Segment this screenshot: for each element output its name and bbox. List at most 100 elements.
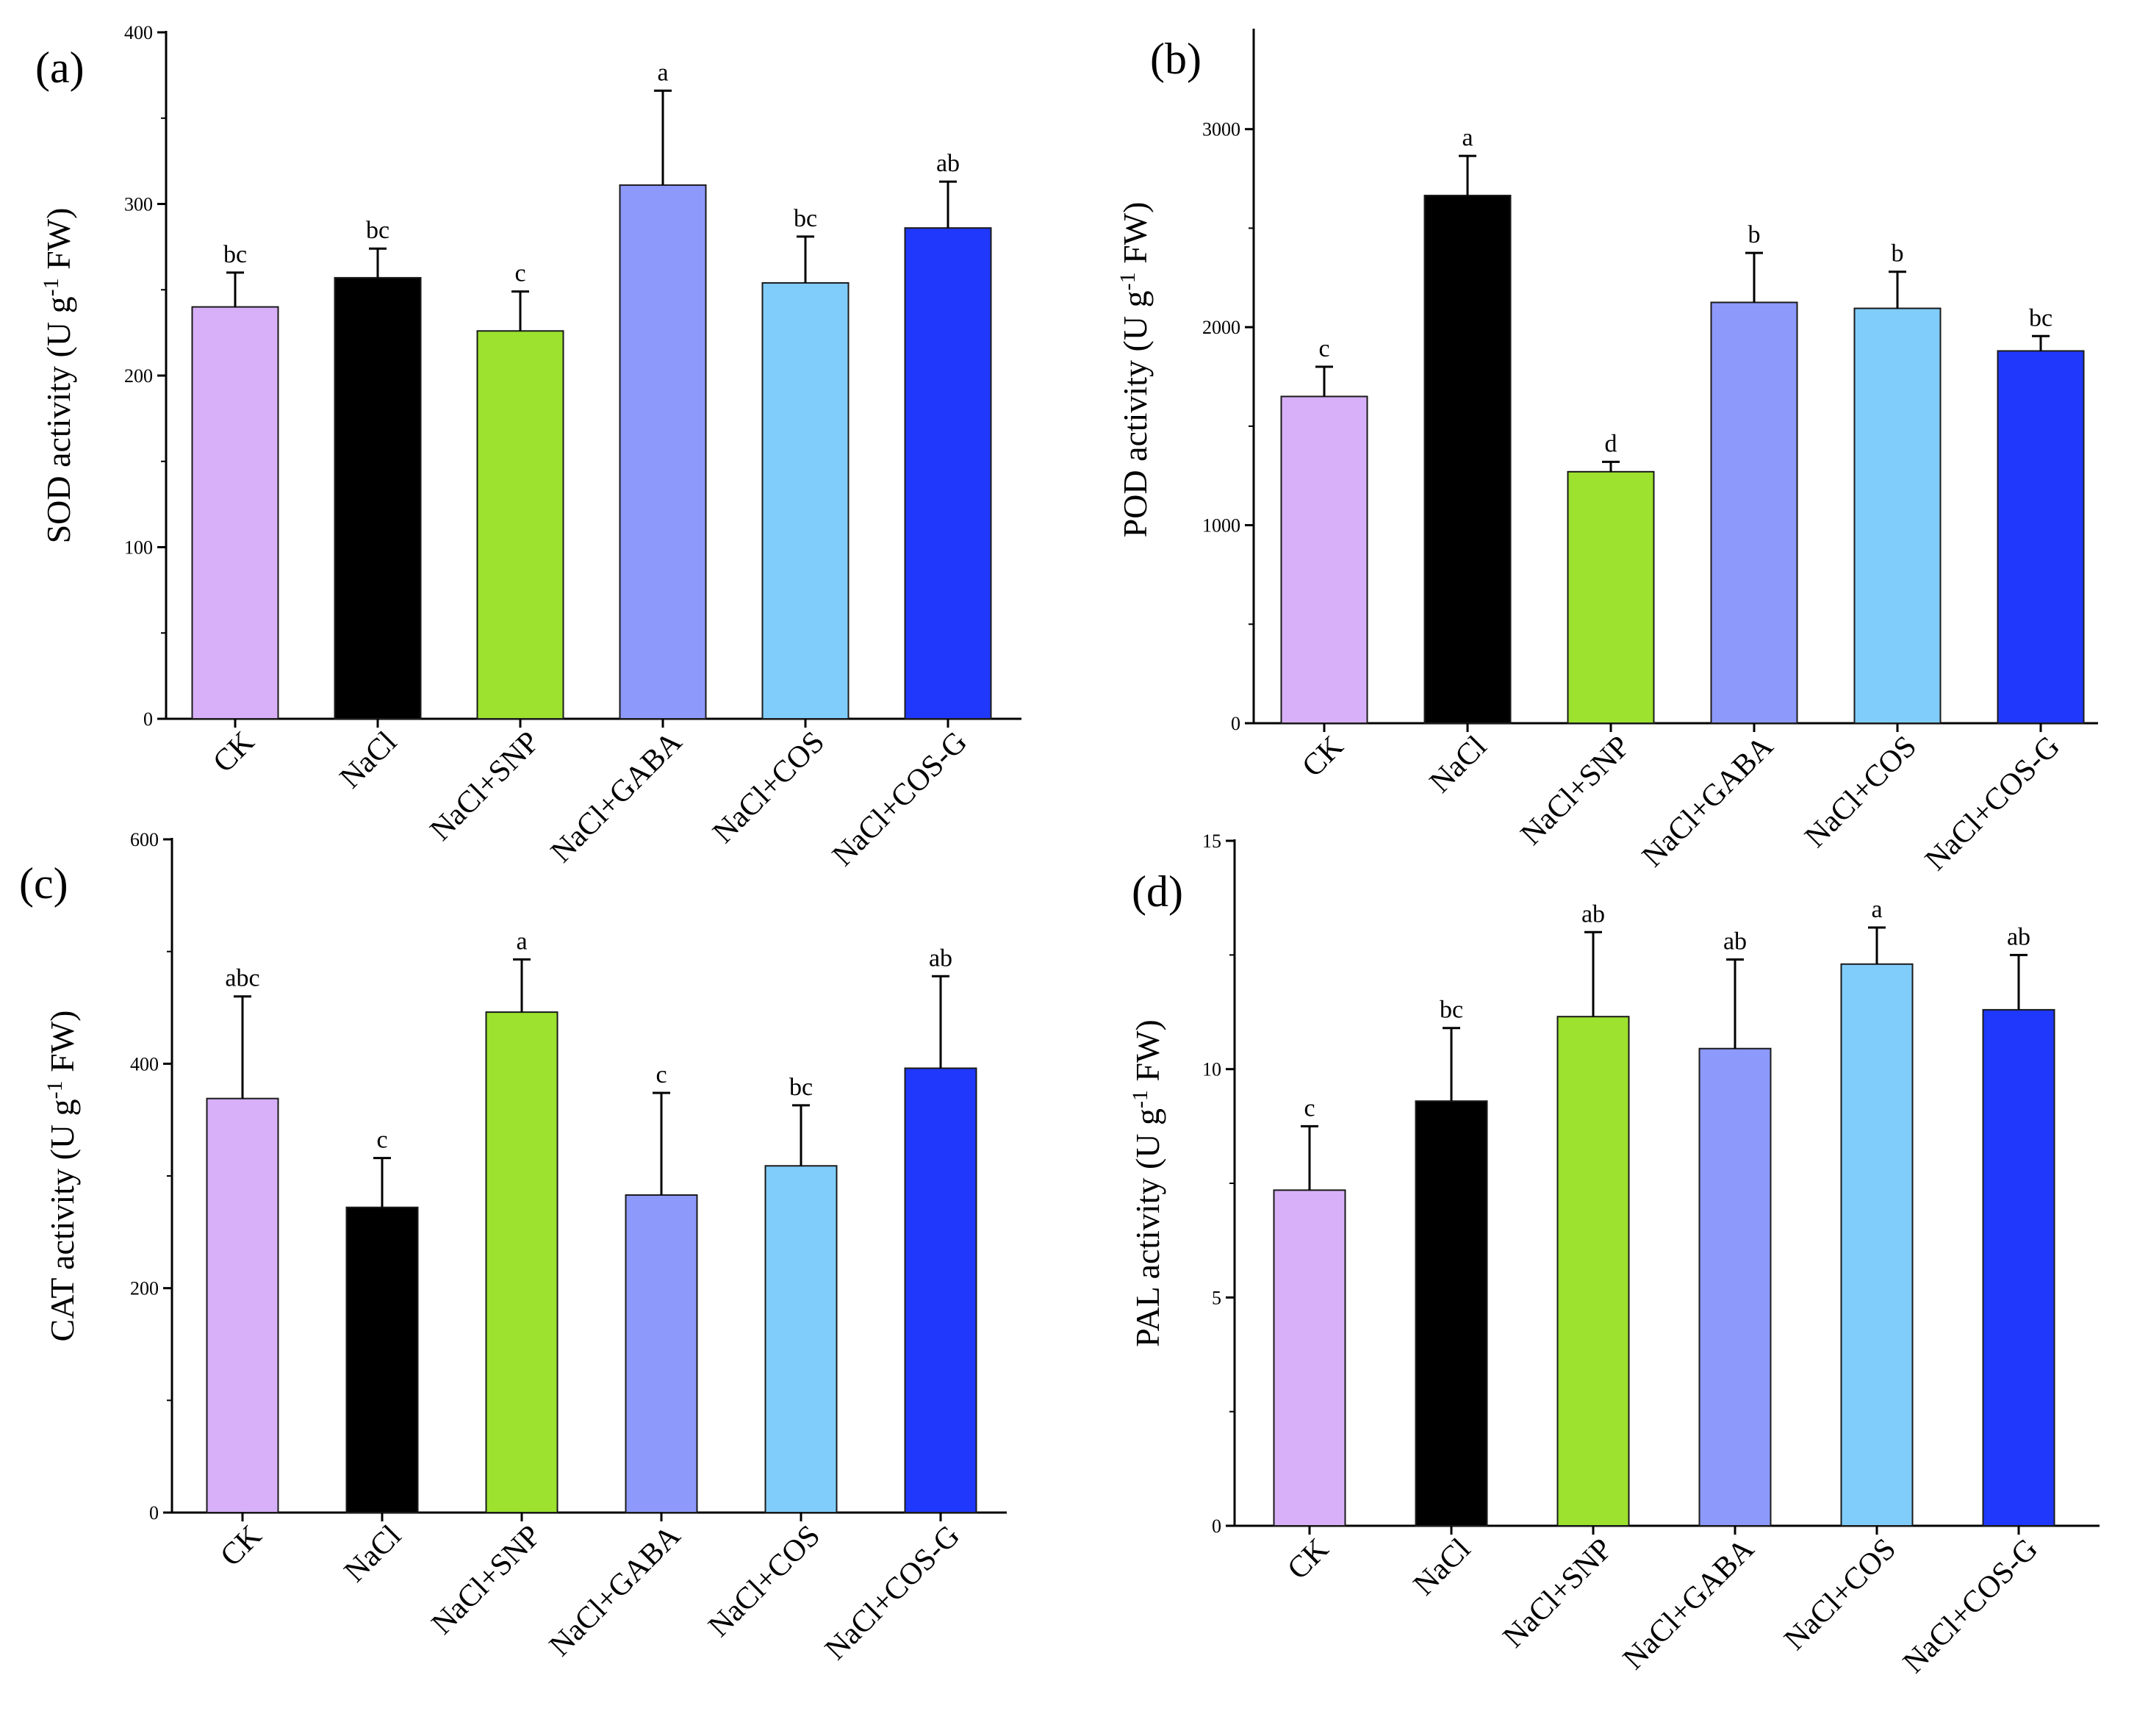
y-tick-label-d: 0 (1212, 1516, 1221, 1537)
bar-d-4 (1698, 1047, 1772, 1527)
category-label-a-3: NaCl+SNP (424, 725, 546, 847)
category-label-b-3: NaCl+SNP (1515, 730, 1637, 852)
significance-label-a-2: bc (366, 217, 389, 244)
y-tick-label-d: 5 (1212, 1287, 1221, 1308)
category-label-a-4: NaCl+GABA (545, 725, 689, 869)
bar-d-5 (1840, 963, 1914, 1527)
significance-label-c-1: abc (225, 965, 259, 992)
category-label-b-1: CK (1296, 730, 1350, 784)
bar-c-6 (904, 1067, 977, 1513)
y-tick-label-c: 0 (149, 1502, 159, 1524)
bar-b-1 (1280, 395, 1368, 724)
panel-label-a: (a) (35, 43, 85, 92)
y-tick-label-b: 1000 (1202, 515, 1240, 537)
significance-label-b-4: b (1748, 221, 1761, 248)
significance-label-b-6: bc (2029, 304, 2052, 331)
category-label-c-5: NaCl+COS (702, 1519, 827, 1644)
y-tick-label-a: 100 (124, 537, 153, 559)
category-label-c-4: NaCl+GABA (543, 1518, 688, 1663)
y-tick-label-b: 3000 (1202, 119, 1240, 140)
y-tick-label-c: 600 (130, 829, 159, 850)
category-label-c-6: NaCl+COS-G (819, 1519, 966, 1667)
category-label-b-4: NaCl+GABA (1636, 729, 1781, 874)
significance-label-c-5: bc (789, 1074, 813, 1101)
bar-c-5 (764, 1165, 838, 1513)
bar-a-5 (761, 281, 850, 720)
bar-a-2 (334, 276, 422, 720)
y-tick-label-d: 15 (1202, 831, 1221, 852)
significance-label-d-1: c (1304, 1094, 1315, 1122)
y-axis-title-d: PAL activity (U g-1 FW) (1128, 1019, 1166, 1347)
significance-label-d-4: ab (1723, 928, 1747, 955)
significance-label-c-2: c (376, 1127, 387, 1154)
y-tick-label-b: 2000 (1202, 317, 1240, 338)
panel-b: 0 1000 2000 3000 c CK a NaCl d NaCl+SNP b NaCl+GABA… (1116, 29, 2098, 878)
bar-c-4 (625, 1194, 698, 1514)
bar-a-1 (191, 306, 279, 720)
category-label-a-6: NaCl+COS-G (826, 725, 974, 873)
category-label-d-6: NaCl+COS-G (1897, 1532, 2044, 1680)
significance-label-d-2: bc (1440, 997, 1463, 1024)
bar-c-1 (206, 1097, 279, 1514)
category-label-d-4: NaCl+GABA (1617, 1532, 1761, 1676)
y-axis-title-c: CAT activity (U g-1 FW) (43, 1011, 81, 1342)
bar-a-6 (904, 227, 992, 720)
bar-c-2 (345, 1206, 419, 1514)
y-tick-label-c: 200 (130, 1278, 159, 1299)
bar-a-3 (476, 330, 564, 720)
category-label-a-2: NaCl (334, 725, 403, 795)
bar-b-3 (1567, 470, 1655, 725)
panel-label-d: (d) (1132, 867, 1183, 916)
bar-c-3 (485, 1011, 559, 1513)
bar-d-1 (1273, 1189, 1346, 1527)
significance-label-a-6: ab (936, 150, 960, 177)
significance-label-c-4: c (656, 1061, 667, 1088)
panel-label-b: (b) (1150, 35, 1202, 83)
bar-a-4 (619, 184, 707, 720)
bar-b-4 (1710, 301, 1798, 724)
category-label-a-1: CK (206, 725, 261, 780)
bar-b-5 (1853, 307, 1942, 725)
category-label-d-3: NaCl+SNP (1497, 1532, 1619, 1654)
significance-label-d-3: ab (1581, 900, 1605, 928)
panel-c: 0 200 400 600 abc CK c NaCl a NaCl+SNP c NaCl+GABA b… (19, 829, 1007, 1667)
category-label-c-1: CK (214, 1519, 268, 1574)
category-label-b-6: NaCl+COS-G (1919, 730, 2066, 878)
y-tick-label-a: 400 (124, 22, 153, 43)
category-label-b-2: NaCl (1423, 730, 1493, 800)
bar-d-6 (1982, 1008, 2055, 1527)
significance-label-a-5: bc (794, 205, 817, 232)
significance-label-b-5: b (1892, 240, 1904, 268)
category-label-c-3: NaCl+SNP (425, 1519, 547, 1641)
significance-label-a-4: a (657, 59, 668, 86)
significance-label-d-6: ab (2007, 923, 2030, 950)
significance-label-a-1: bc (223, 241, 247, 268)
significance-label-b-1: c (1318, 335, 1329, 362)
y-tick-label-d: 10 (1202, 1059, 1221, 1080)
significance-label-b-3: d (1605, 430, 1617, 457)
bar-d-2 (1415, 1100, 1488, 1527)
y-tick-label-a: 300 (124, 194, 153, 215)
significance-label-a-3: c (514, 260, 525, 287)
category-label-d-1: CK (1281, 1532, 1335, 1587)
category-label-d-2: NaCl (1407, 1532, 1477, 1602)
category-label-a-5: NaCl+COS (706, 725, 831, 850)
y-axis-title-b: POD activity (U g-1 FW) (1116, 202, 1154, 538)
panel-label-c: (c) (19, 859, 68, 908)
category-label-d-5: NaCl+COS (1778, 1532, 1903, 1657)
y-tick-label-b: 0 (1231, 713, 1240, 734)
panel-d: 0 5 10 15 c CK bc NaCl ab NaCl+SNP ab NaCl+GABA a NaC… (1128, 831, 2100, 1680)
bar-b-6 (1997, 350, 2085, 724)
y-tick-label-a: 200 (124, 365, 153, 387)
significance-label-b-2: a (1462, 124, 1473, 151)
significance-label-c-6: ab (929, 944, 952, 972)
y-axis-title-a: SOD activity (U g-1 FW) (39, 208, 77, 544)
significance-label-d-5: a (1871, 896, 1882, 923)
bar-b-2 (1423, 194, 1512, 725)
y-tick-label-a: 0 (143, 709, 153, 730)
y-tick-label-c: 400 (130, 1053, 159, 1075)
significance-label-c-3: a (516, 928, 527, 955)
bar-d-3 (1556, 1016, 1630, 1527)
category-label-c-2: NaCl (338, 1519, 408, 1589)
